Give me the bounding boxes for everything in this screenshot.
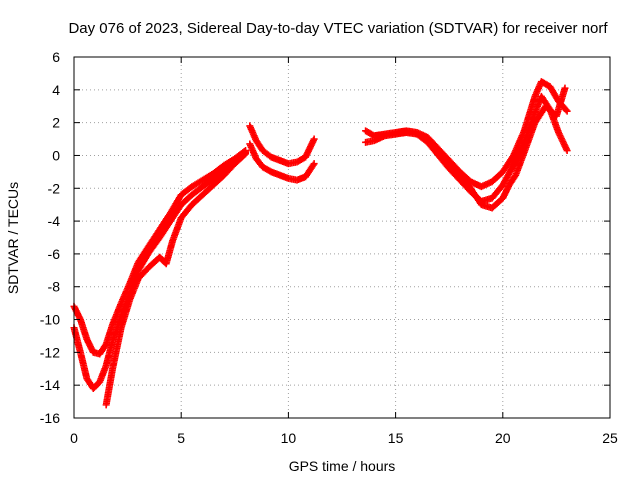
x-tick-label: 0 [70,430,78,446]
y-tick-label: -4 [48,213,61,229]
y-tick-label: 2 [52,115,60,131]
series-track-5 [246,140,318,184]
y-tick-label: -6 [48,246,61,262]
series-track-7 [362,92,571,205]
data-point [563,107,571,115]
y-tick-label: -10 [40,312,60,328]
tick-marks [73,56,611,419]
y-tick-label: -14 [40,377,60,393]
y-tick-label: -12 [40,344,60,360]
series-track-8 [413,84,569,212]
series-track-3 [102,150,250,409]
y-tick-label: -16 [40,410,60,426]
x-tick-label: 25 [602,430,618,446]
x-axis-label: GPS time / hours [289,458,396,474]
y-tick-label: -8 [48,279,61,295]
data-point [242,150,250,158]
series-track-4 [246,122,318,168]
data-point [310,160,318,168]
plot-frame [73,56,611,419]
y-tick-label: 4 [52,82,60,98]
grid [74,57,610,418]
data-point [562,106,570,114]
x-tick-label: 15 [388,430,404,446]
data-point [309,161,317,169]
data-point [561,84,569,92]
x-tick-label: 10 [281,430,297,446]
x-tick-label: 20 [495,430,511,446]
y-tick-label: 0 [52,147,60,163]
x-tick-label: 5 [177,430,185,446]
data-point [310,135,318,143]
data-point [563,147,571,155]
chart-title: Day 076 of 2023, Sidereal Day-to-day VTE… [68,20,608,37]
y-tick-label: 6 [52,49,60,65]
y-tick-label: -2 [48,180,61,196]
x-tick-labels: 0 5 10 15 20 25 [70,430,618,446]
y-tick-labels: -16 -14 -12 -10 -8 -6 -4 -2 0 2 4 6 [40,49,60,426]
y-axis-label: SDTVAR / TECUs [5,182,21,294]
data-points [70,78,571,409]
data-point [240,151,248,159]
